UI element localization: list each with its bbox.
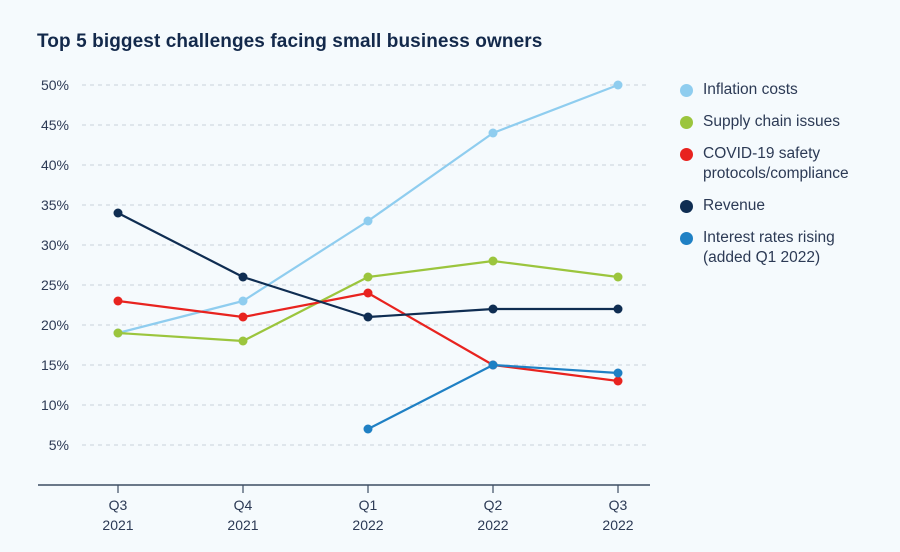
x-tick-label-quarter: Q3 — [609, 497, 628, 513]
series-1 — [113, 256, 623, 346]
series-3 — [113, 208, 623, 322]
legend-marker-icon — [680, 200, 693, 213]
data-point — [613, 304, 623, 314]
x-tick-label-year: 2022 — [477, 517, 508, 533]
x-tick-label-year: 2022 — [352, 517, 383, 533]
data-point — [613, 376, 623, 386]
data-point — [113, 208, 123, 218]
legend-item: Inflation costs — [680, 80, 900, 100]
data-point — [113, 328, 123, 338]
y-axis-ticks: 5% 10% 15% 20% 25% 30% 35% 40% 45% 50% — [41, 77, 69, 453]
x-tick-label-year: 2022 — [602, 517, 633, 533]
y-tick-label: 45% — [41, 117, 69, 133]
series-4 — [363, 360, 623, 434]
x-tick-label-quarter: Q4 — [234, 497, 253, 513]
series-line — [117, 212, 618, 319]
data-point — [363, 272, 373, 282]
data-point — [238, 312, 248, 322]
legend-item: Revenue — [680, 196, 900, 216]
data-point — [363, 216, 373, 226]
legend-marker-icon — [680, 232, 693, 245]
series-0 — [113, 80, 623, 338]
data-point — [613, 272, 623, 282]
data-point — [363, 288, 373, 298]
legend-label: (added Q1 2022) — [703, 249, 821, 266]
legend-marker-icon — [680, 84, 693, 97]
data-point — [113, 296, 123, 306]
data-point — [363, 312, 373, 322]
legend-label: Revenue — [703, 197, 766, 214]
data-point — [363, 424, 373, 434]
legend-label: Supply chain issues — [703, 113, 840, 130]
data-point — [238, 336, 248, 346]
y-tick-label: 50% — [41, 77, 69, 93]
legend-label: COVID-19 safety — [703, 145, 821, 162]
x-axis: Q3 2021 Q4 2021 Q1 2022 Q2 2022 Q3 2022 — [38, 484, 650, 533]
y-tick-label: 30% — [41, 237, 69, 253]
series-lines — [113, 80, 623, 434]
legend-label: protocols/compliance — [703, 165, 849, 182]
data-point — [488, 360, 498, 370]
data-point — [488, 128, 498, 138]
y-tick-label: 5% — [49, 437, 69, 453]
legend-marker-icon — [680, 148, 693, 161]
y-tick-label: 10% — [41, 397, 69, 413]
y-tick-label: 25% — [41, 277, 69, 293]
legend-item: Supply chain issues — [680, 112, 900, 132]
legend-item: COVID-19 safety protocols/compliance — [680, 144, 900, 184]
y-tick-label: 15% — [41, 357, 69, 373]
chart-title: Top 5 biggest challenges facing small bu… — [37, 31, 543, 52]
data-point — [613, 80, 623, 90]
data-point — [488, 304, 498, 314]
legend-label: Inflation costs — [703, 81, 798, 98]
legend-marker-icon — [680, 116, 693, 129]
data-point — [238, 272, 248, 282]
y-tick-label: 20% — [41, 317, 69, 333]
x-tick-label-quarter: Q2 — [484, 497, 503, 513]
data-point — [488, 256, 498, 266]
data-point — [613, 368, 623, 378]
legend-label: Interest rates rising — [703, 229, 835, 246]
y-tick-label: 35% — [41, 197, 69, 213]
x-tick-label-quarter: Q3 — [109, 497, 128, 513]
y-tick-label: 40% — [41, 157, 69, 173]
grid-lines — [82, 84, 650, 446]
legend: Inflation costs Supply chain issues COVID-… — [680, 80, 900, 280]
x-tick-label-quarter: Q1 — [359, 497, 378, 513]
data-point — [238, 296, 248, 306]
x-tick-label-year: 2021 — [102, 517, 133, 533]
series-line — [367, 363, 619, 430]
x-tick-label-year: 2021 — [227, 517, 258, 533]
legend-item: Interest rates rising (added Q1 2022) — [680, 228, 900, 268]
